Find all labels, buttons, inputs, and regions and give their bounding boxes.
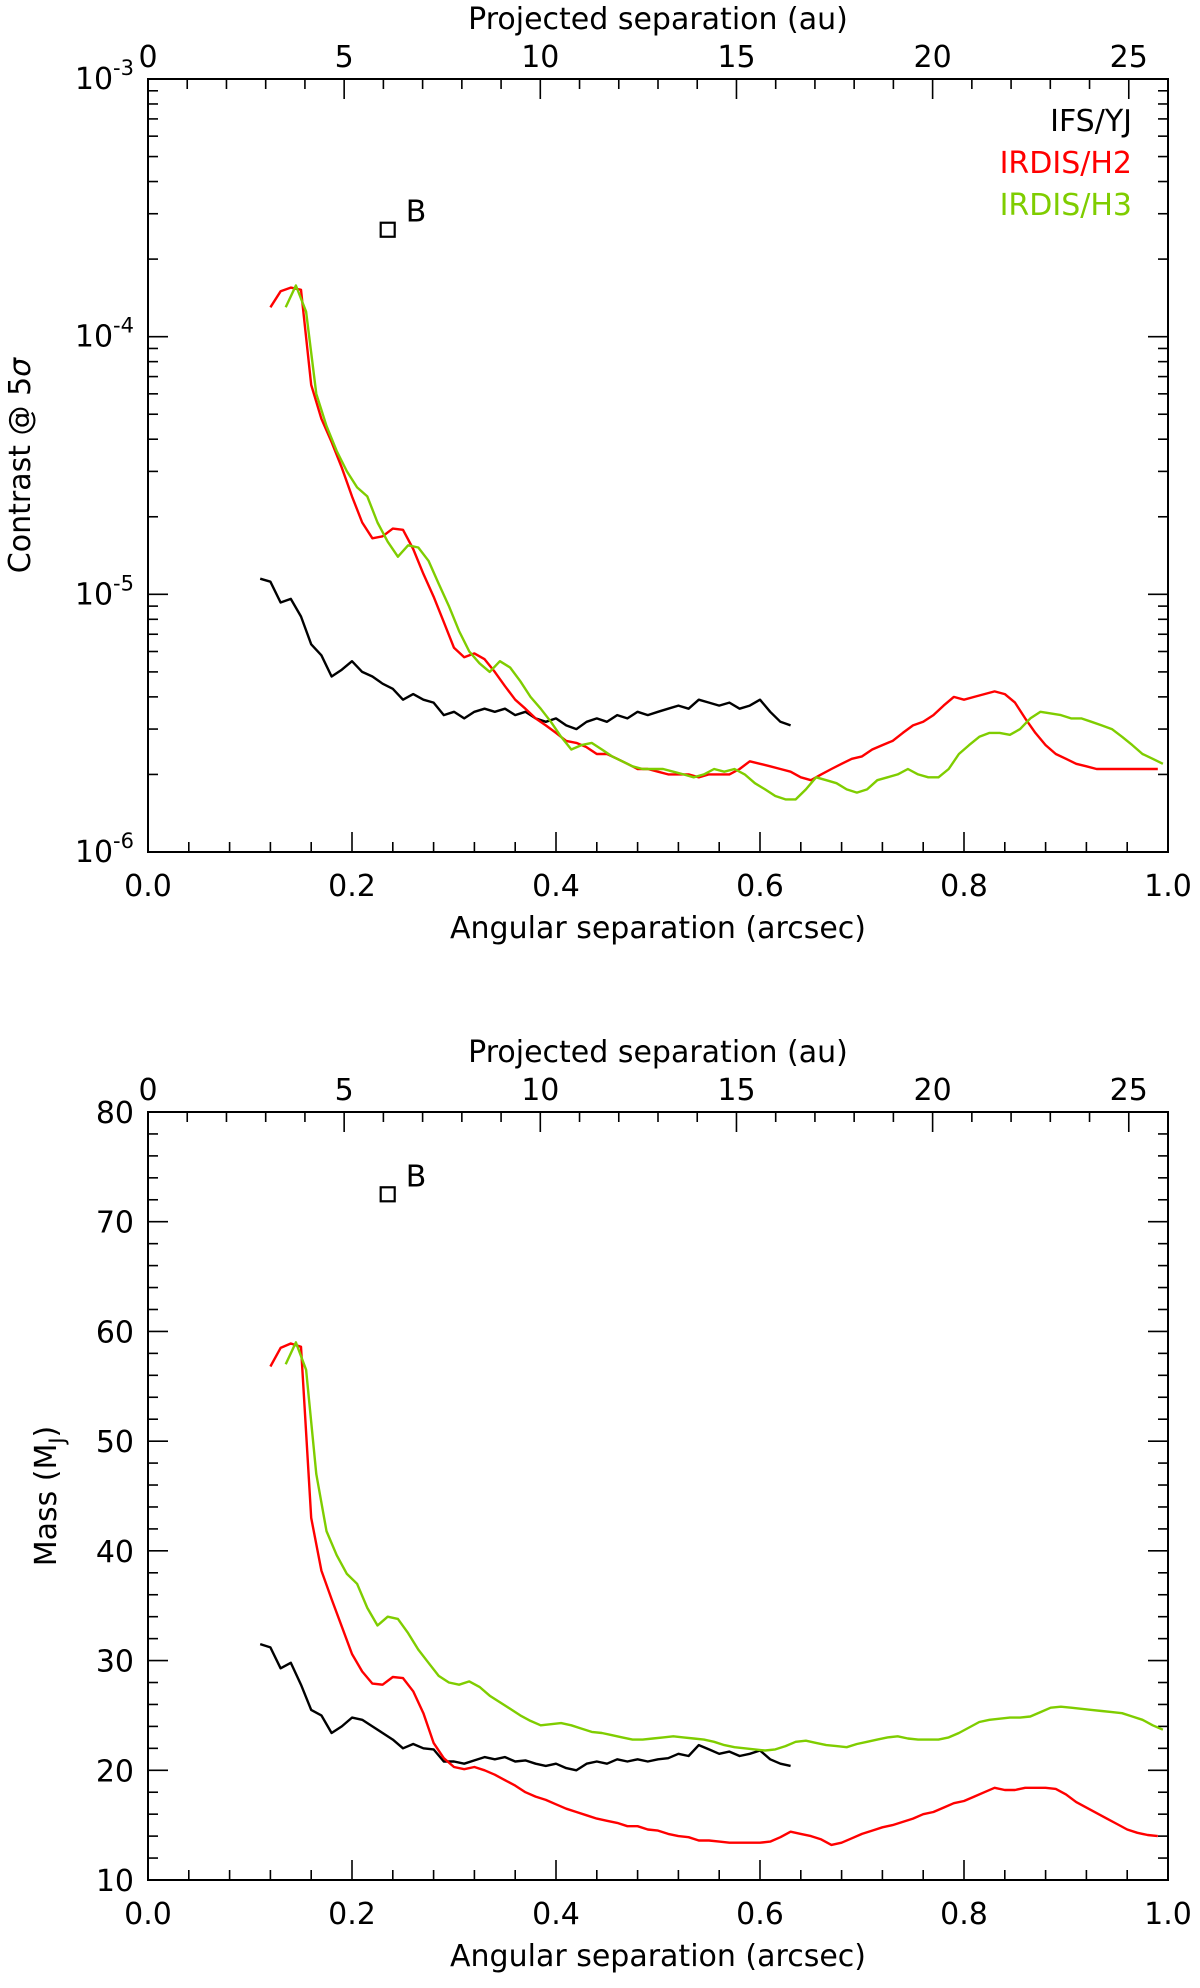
x-tick-label: 0.4 <box>532 1897 580 1932</box>
series-line-irdis-h3 <box>284 284 1164 801</box>
companion-label: B <box>406 1159 427 1194</box>
x2-tick-label: 15 <box>717 40 755 75</box>
y-tick-label: 10-3 <box>75 56 134 97</box>
y-tick-label: 80 <box>96 1096 134 1131</box>
companion-label: B <box>406 195 427 230</box>
x-tick-label: 1.0 <box>1144 1897 1192 1932</box>
x-tick-label: 0.2 <box>328 869 376 904</box>
y-tick-label: 50 <box>96 1425 134 1460</box>
y-axis-label: Mass (MJ) <box>29 1426 69 1567</box>
x-tick-label: 0.8 <box>940 869 988 904</box>
y-tick-label: 70 <box>96 1206 134 1241</box>
contrast-panel: 0.0 0.2 0.4 0.6 0.8 1.0 Angular separation (ar… <box>3 2 1192 946</box>
series-line-ifs-yj <box>259 577 791 731</box>
x2-axis-label: Projected separation (au) <box>468 2 848 37</box>
x2-tick-label: 20 <box>914 1073 952 1108</box>
x2-axis-label: Projected separation (au) <box>468 1035 848 1070</box>
y-tick-label: 40 <box>96 1535 134 1570</box>
x-tick-label: 0.0 <box>124 869 172 904</box>
x-tick-label: 0.6 <box>736 1897 784 1932</box>
x2-tick-label: 10 <box>521 40 559 75</box>
x2-tick-label: 0 <box>138 1073 157 1108</box>
x2-tick-label: 5 <box>335 1073 354 1108</box>
legend-entry: IFS/YJ <box>1050 104 1132 139</box>
x-tick-label: 0.0 <box>124 1897 172 1932</box>
y-tick-label: 10-4 <box>75 314 134 355</box>
y-tick-label: 20 <box>96 1754 134 1789</box>
series-line-irdis-h3 <box>284 1341 1164 1752</box>
x2-tick-label: 15 <box>717 1073 755 1108</box>
x-tick-label: 0.4 <box>532 869 580 904</box>
x-axis-label: Angular separation (arcsec) <box>450 1939 866 1974</box>
y-tick-label: 10-6 <box>75 829 134 870</box>
y-tick-label: 10-5 <box>75 571 134 612</box>
x-tick-label: 1.0 <box>1144 869 1192 904</box>
companion-marker <box>379 1186 396 1203</box>
mass-panel: 0.0 0.2 0.4 0.6 0.8 1.0 Angular separation (ar… <box>29 1035 1192 1974</box>
x-axis-label: Angular separation (arcsec) <box>450 911 866 946</box>
legend-entry: IRDIS/H3 <box>1000 188 1132 223</box>
x-tick-label: 0.8 <box>940 1897 988 1932</box>
y-tick-label: 10 <box>96 1864 134 1899</box>
x2-tick-label: 25 <box>1110 1073 1148 1108</box>
x2-tick-label: 20 <box>914 40 952 75</box>
x-tick-label: 0.6 <box>736 869 784 904</box>
series-line-irdis-h2 <box>269 286 1158 782</box>
series-line-irdis-h2 <box>269 1342 1158 1847</box>
plot-frame <box>147 1111 1169 1881</box>
x2-tick-label: 10 <box>521 1073 559 1108</box>
x-tick-label: 0.2 <box>328 1897 376 1932</box>
y-tick-label: 30 <box>96 1645 134 1680</box>
x2-tick-label: 0 <box>138 40 157 75</box>
x2-tick-label: 5 <box>335 40 354 75</box>
series-line-ifs-yj <box>259 1642 791 1772</box>
legend-entry: IRDIS/H2 <box>1000 146 1132 181</box>
y-tick-label: 60 <box>96 1315 134 1350</box>
x2-tick-label: 25 <box>1110 40 1148 75</box>
y-axis-label: Contrast @ 5σ <box>3 357 38 573</box>
companion-marker <box>379 221 396 238</box>
